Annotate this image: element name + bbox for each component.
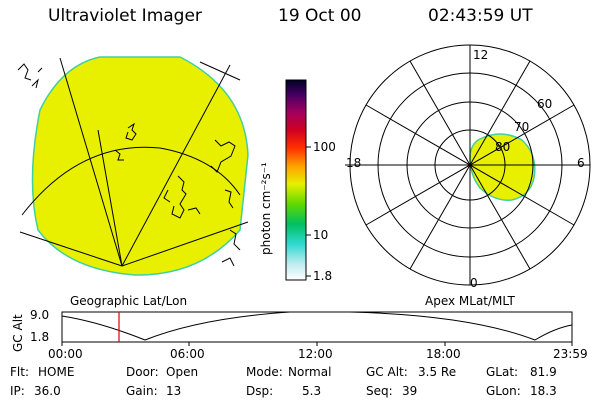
glat-value: 81.9 <box>530 365 557 379</box>
timeline-y-axis-label: GC Alt <box>11 314 25 352</box>
geographic-map <box>17 56 249 276</box>
seq-value: 39 <box>402 384 418 398</box>
lat-label-80: 80 <box>495 140 511 154</box>
ip-value: 36.0 <box>34 384 61 398</box>
apex-polar-plot <box>345 44 591 286</box>
mode-value: Normal <box>288 365 332 379</box>
colorbar-tick-10: 10 <box>313 228 329 242</box>
gc-alt-value: 3.5 Re <box>418 365 457 379</box>
altitude-timeline <box>61 311 573 346</box>
colorbar-unit-label: photon cm⁻²s⁻¹ <box>259 162 273 255</box>
timeline-x-tick-1200: 12:00 <box>298 347 333 361</box>
colorbar-tick-100: 100 <box>313 140 336 154</box>
glon-label: GLon: <box>486 384 521 398</box>
lat-label-70: 70 <box>514 120 530 134</box>
glon-value: 18.3 <box>530 384 557 398</box>
ip-label: IP: <box>10 384 25 398</box>
gain-label: Gain: <box>126 384 158 398</box>
timeline-x-tick-0600: 06:00 <box>170 347 205 361</box>
lat-label-60: 60 <box>537 97 553 111</box>
time-label: 02:43:59 UT <box>428 6 533 26</box>
geographic-caption: Geographic Lat/Lon <box>70 294 188 308</box>
mode-label: Mode: <box>246 365 283 379</box>
dsp-label: Dsp: <box>246 384 274 398</box>
coastlines <box>17 63 241 267</box>
seq-label: Seq: <box>366 384 393 398</box>
timeline-x-tick-2359: 23:59 <box>553 347 588 361</box>
colorbar-tick-1-8: 1.8 <box>313 269 333 283</box>
apex-caption: Apex MLat/MLT <box>425 294 515 308</box>
date-label: 19 Oct 00 <box>278 6 362 26</box>
timeline-y-tick-1-8: 1.8 <box>30 330 50 344</box>
gain-value: 13 <box>166 384 182 398</box>
dsp-value: 5.3 <box>302 384 322 398</box>
auroral-image-region <box>31 56 249 276</box>
gc-alt-label: GC Alt: <box>366 365 408 379</box>
altitude-curve <box>61 311 573 341</box>
door-label: Door: <box>126 365 159 379</box>
flt-value: HOME <box>38 365 75 379</box>
instrument-title: Ultraviolet Imager <box>48 6 202 26</box>
timeline-x-tick-0000: 00:00 <box>48 347 83 361</box>
mlt-label-0: 0 <box>470 276 478 290</box>
timeline-x-tick-1800: 18:00 <box>426 347 461 361</box>
color-bar <box>285 79 311 281</box>
timeline-y-tick-9: 9.0 <box>30 308 50 322</box>
glat-label: GLat: <box>486 365 519 379</box>
mlt-label-12: 12 <box>473 48 489 62</box>
mlt-label-6: 6 <box>577 156 585 170</box>
map-grid <box>19 57 249 267</box>
flt-label: Flt: <box>10 365 29 379</box>
mlt-label-18: 18 <box>346 156 362 170</box>
door-value: Open <box>166 365 199 379</box>
